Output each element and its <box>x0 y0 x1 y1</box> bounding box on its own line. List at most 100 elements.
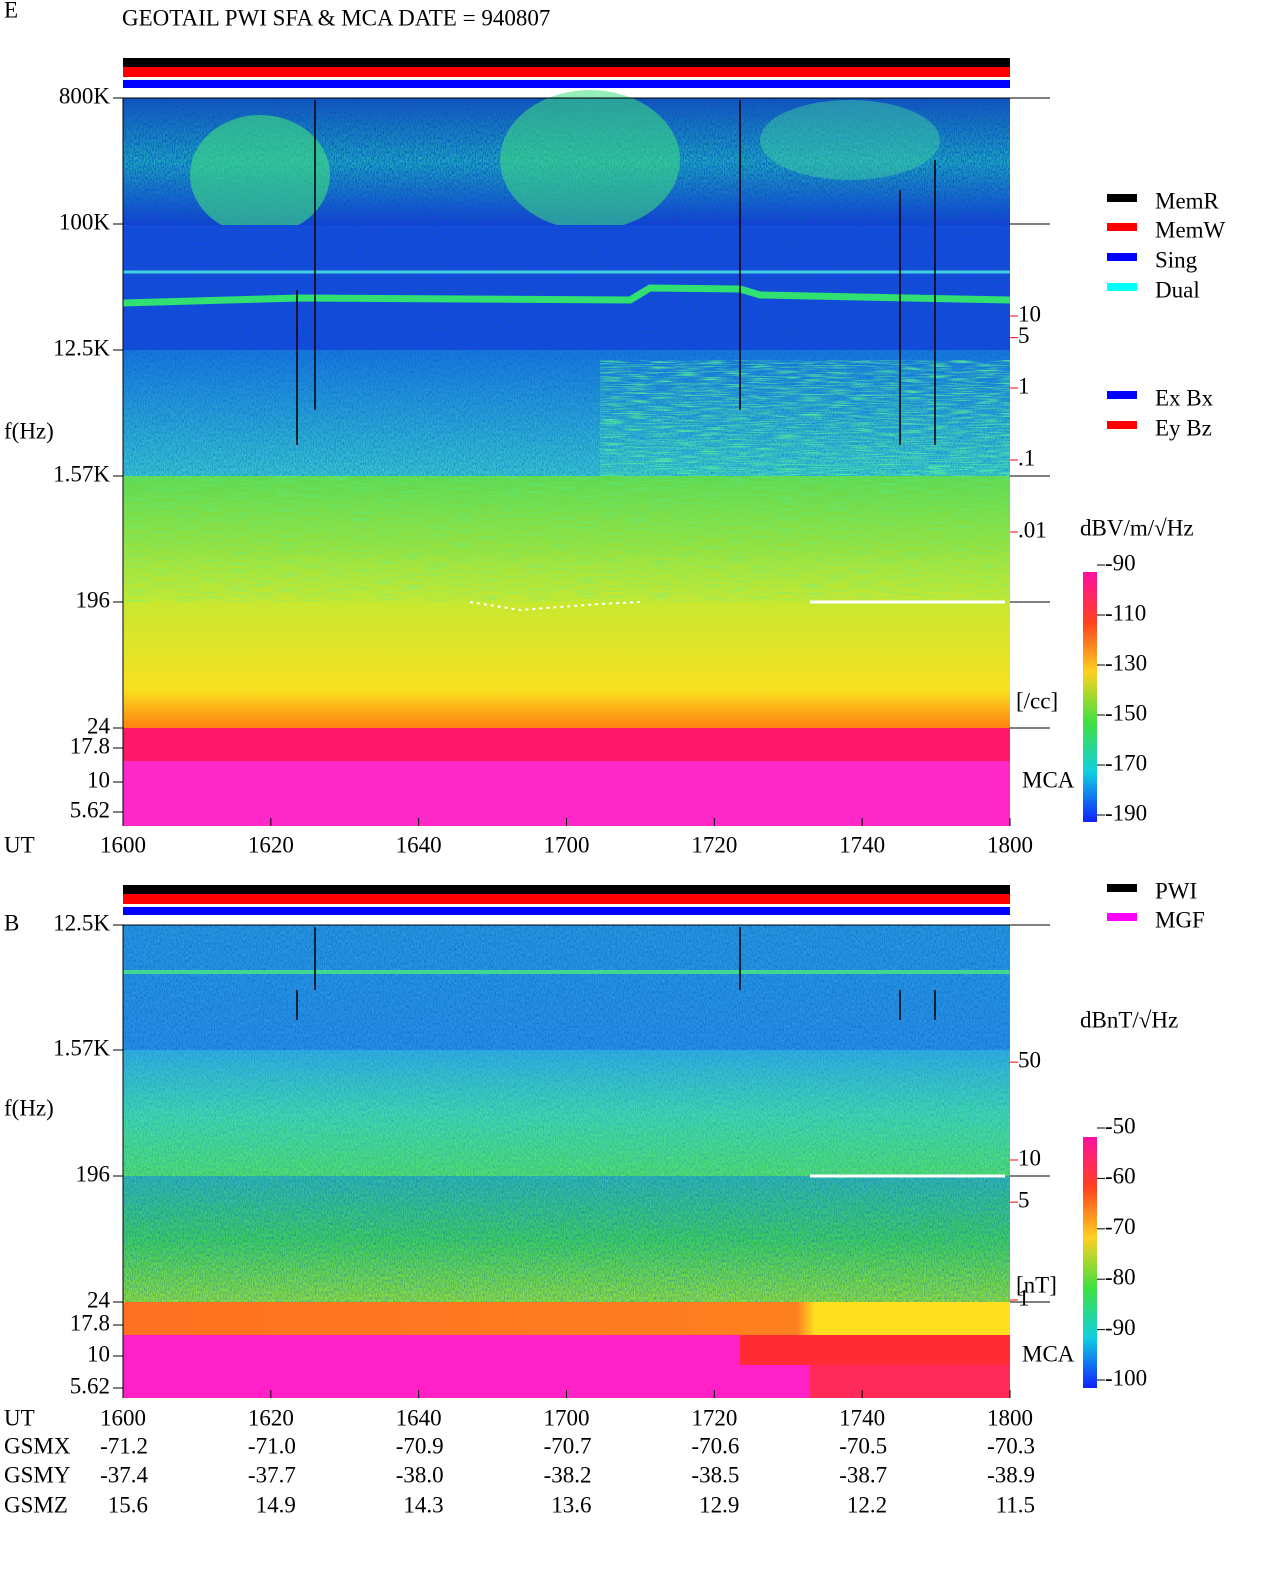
y-axis-label: f(Hz) <box>4 1095 54 1120</box>
x-tick-label: 1720 <box>691 832 737 857</box>
orbit-value: -71.0 <box>248 1433 296 1458</box>
colorbar-tick-label: -190 <box>1105 800 1147 825</box>
x-tick-label: 1620 <box>248 1405 294 1430</box>
x-tick-label: 1740 <box>839 832 885 857</box>
legend-swatch <box>1107 884 1137 892</box>
colorbar-tick-label: -100 <box>1105 1365 1147 1390</box>
legend-label: Ey Bz <box>1155 415 1212 440</box>
legend-swatch <box>1107 421 1137 429</box>
mca-label: MCA <box>1022 767 1075 792</box>
x-tick-label: 1720 <box>691 1405 737 1430</box>
legend-label: Sing <box>1155 247 1198 272</box>
orbit-value: -38.0 <box>396 1462 444 1487</box>
orbit-row-label: GSMZ <box>4 1492 68 1517</box>
colorbar-tick-label: -80 <box>1105 1264 1136 1289</box>
y-tick-label: 196 <box>76 587 111 612</box>
y-tick-label: 12.5K <box>53 335 110 360</box>
orbit-value: -70.3 <box>987 1433 1035 1458</box>
orbit-value: -38.9 <box>987 1462 1035 1487</box>
orbit-value: 14.9 <box>256 1492 296 1517</box>
orbit-value: 11.5 <box>996 1492 1035 1517</box>
y-tick-label: 10 <box>87 767 110 792</box>
colorbar-tick-label: -60 <box>1105 1164 1136 1189</box>
legend-swatch <box>1107 283 1137 291</box>
y-tick-label: 100K <box>59 209 111 234</box>
x-tick-label: 1700 <box>544 832 590 857</box>
orbit-value: 14.3 <box>403 1492 443 1517</box>
colorbar-tick-label: -110 <box>1105 600 1146 625</box>
x-axis-label: UT <box>4 1405 35 1430</box>
orbit-value: -71.2 <box>100 1433 148 1458</box>
y-tick-label: 10 <box>87 1341 110 1366</box>
y-axis-label: f(Hz) <box>4 418 54 443</box>
y-tick-label: 17.8 <box>70 733 110 758</box>
legend-label: MemR <box>1155 188 1220 213</box>
orbit-value: 12.2 <box>847 1492 887 1517</box>
spectrogram-e <box>122 90 1011 826</box>
legend-swatch <box>1107 913 1137 921</box>
orbit-value: 15.6 <box>108 1492 148 1517</box>
orbit-value: -37.7 <box>248 1462 296 1487</box>
colorbar-unit: dBnT/√Hz <box>1080 1007 1178 1032</box>
scale-unit: [/cc] <box>1016 688 1058 713</box>
x-tick-label: 1640 <box>396 832 442 857</box>
scale-tick-label: .01 <box>1018 517 1047 542</box>
colorbar-tick-label: -170 <box>1105 750 1147 775</box>
y-tick-label: 12.5K <box>53 910 110 935</box>
orbit-row-label: GSMX <box>4 1433 71 1458</box>
y-tick-label: 5.62 <box>70 797 110 822</box>
scale-tick-label: 10 <box>1018 301 1041 326</box>
scale-tick-label: .1 <box>1018 445 1035 470</box>
scale-unit: [nT] <box>1016 1272 1057 1297</box>
scale-tick-label: 5 <box>1018 323 1030 348</box>
colorbar-e <box>1083 572 1097 822</box>
scale-tick-label: 5 <box>1018 1187 1030 1212</box>
panel-label: B <box>4 910 19 935</box>
colorbar-tick-label: -130 <box>1105 650 1147 675</box>
scale-tick-label: 1 <box>1018 1285 1030 1310</box>
legend-swatch <box>1107 223 1137 231</box>
x-tick-label: 1740 <box>839 1405 885 1430</box>
mca-label: MCA <box>1022 1341 1075 1366</box>
orbit-value: -70.5 <box>839 1433 887 1458</box>
legend-label: Dual <box>1155 277 1200 302</box>
colorbar-tick-label: -150 <box>1105 700 1147 725</box>
y-tick-label: 800K <box>59 83 111 108</box>
y-tick-label: 24 <box>87 713 111 738</box>
orbit-value: -37.4 <box>100 1462 148 1487</box>
legend-label: MGF <box>1155 907 1205 932</box>
y-tick-label: 1.57K <box>53 1035 110 1060</box>
orbit-value: -70.6 <box>691 1433 739 1458</box>
legend-swatch <box>1107 391 1137 399</box>
orbit-value: -38.2 <box>544 1462 592 1487</box>
y-tick-label: 24 <box>87 1287 111 1312</box>
legend-swatch <box>1107 253 1137 261</box>
orbit-value: 13.6 <box>551 1492 591 1517</box>
y-tick-label: 1.57K <box>53 461 110 486</box>
x-tick-label: 1800 <box>987 832 1033 857</box>
orbit-value: -70.9 <box>396 1433 444 1458</box>
y-tick-label: 196 <box>76 1161 111 1186</box>
colorbar-tick-label: -90 <box>1105 550 1136 575</box>
y-tick-label: 5.62 <box>70 1373 110 1398</box>
status-bars <box>123 58 1010 915</box>
colorbar-tick-label: -70 <box>1105 1214 1136 1239</box>
scale-tick-label: 10 <box>1018 1145 1041 1170</box>
spectrogram-b <box>123 925 1010 1398</box>
orbit-value: 12.9 <box>699 1492 739 1517</box>
x-tick-label: 1800 <box>987 1405 1033 1430</box>
orbit-row-label: GSMY <box>4 1462 71 1487</box>
colorbar-tick-label: -90 <box>1105 1315 1136 1340</box>
orbit-value: -38.5 <box>691 1462 739 1487</box>
colorbar-tick-label: -50 <box>1105 1113 1136 1138</box>
scale-tick-label: 50 <box>1018 1047 1041 1072</box>
legend-label: MemW <box>1155 217 1226 242</box>
x-tick-label: 1600 <box>100 832 146 857</box>
colorbar-b <box>1083 1137 1097 1388</box>
y-tick-label: 17.8 <box>70 1310 110 1335</box>
title: GEOTAIL PWI SFA & MCA DATE = 940807 <box>122 5 550 30</box>
legend-label: PWI <box>1155 878 1197 903</box>
x-axis-label: UT <box>4 832 35 857</box>
colorbar-unit: dBV/m/√Hz <box>1080 515 1194 540</box>
scale-tick-label: 1 <box>1018 373 1030 398</box>
